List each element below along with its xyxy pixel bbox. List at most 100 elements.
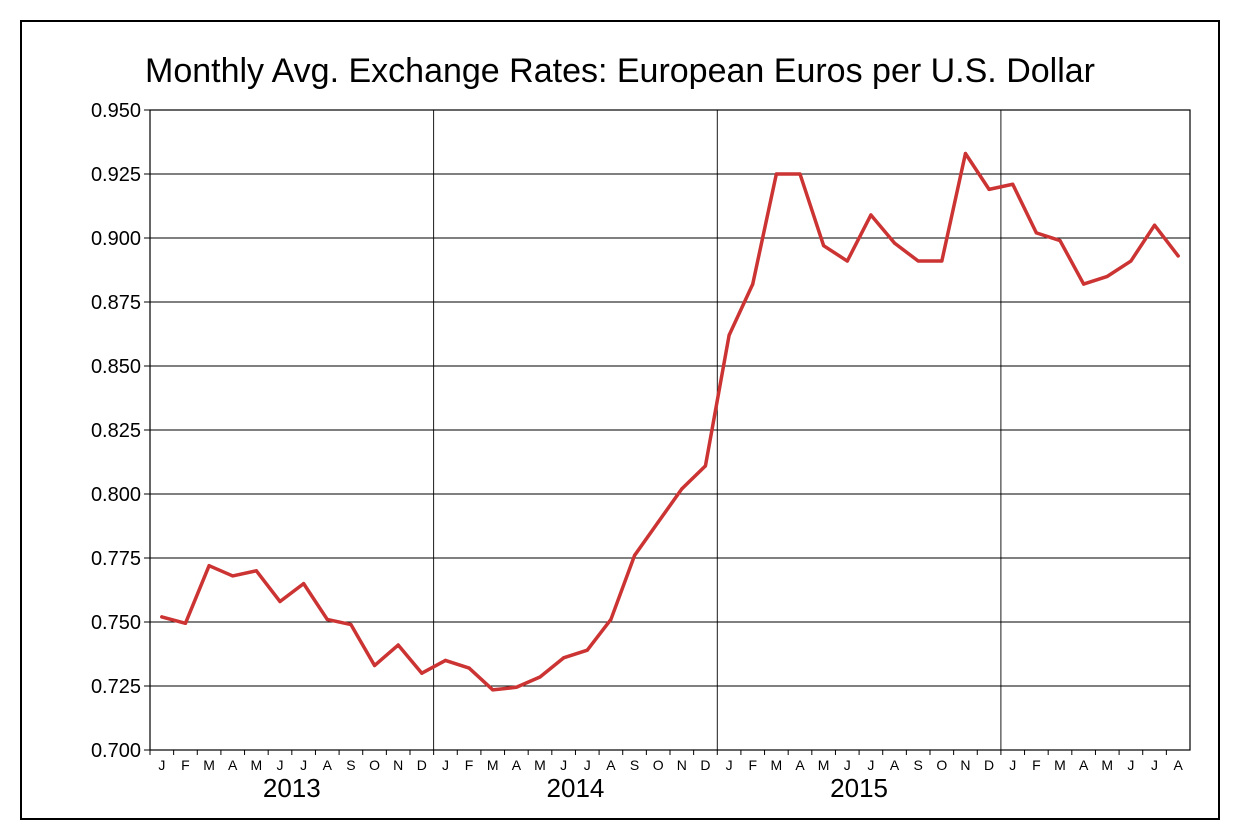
x-tick-label: A — [512, 757, 522, 773]
x-tick-label: F — [748, 757, 757, 773]
x-tick-label: F — [181, 757, 190, 773]
x-tick-label: J — [1151, 757, 1158, 773]
x-tick-label: D — [984, 757, 994, 773]
data-point — [609, 617, 613, 622]
y-tick-label: 0.775 — [91, 548, 141, 570]
data-point — [751, 282, 755, 286]
x-tick-label: F — [1032, 757, 1041, 773]
x-tick-label: M — [818, 757, 830, 773]
data-point — [1176, 254, 1180, 258]
data-point — [443, 658, 448, 663]
data-point — [798, 172, 802, 176]
x-tick-label: A — [228, 757, 238, 773]
x-tick-label: J — [726, 757, 733, 773]
chart-title: Monthly Avg. Exchange Rates: European Eu… — [145, 52, 1095, 90]
data-point — [254, 569, 258, 573]
y-tick-label: 0.900 — [91, 228, 141, 250]
data-point — [916, 259, 920, 263]
data-point — [231, 574, 235, 578]
x-tick-label: S — [914, 757, 923, 773]
year-label: 2015 — [830, 773, 888, 803]
x-tick-label: M — [1054, 757, 1066, 773]
data-point — [774, 172, 778, 176]
x-tick-label: O — [369, 757, 380, 773]
x-tick-label: A — [795, 757, 805, 773]
year-label: 2013 — [263, 773, 321, 803]
data-point — [1152, 223, 1157, 227]
data-point — [1105, 274, 1109, 278]
data-point — [869, 213, 873, 217]
y-tick-label: 0.825 — [91, 420, 141, 442]
data-point — [160, 615, 164, 619]
x-tick-label: M — [1101, 757, 1113, 773]
data-point — [325, 617, 329, 622]
x-tick-label: F — [465, 757, 474, 773]
data-point — [538, 675, 542, 679]
data-point — [372, 663, 377, 668]
x-tick-label: A — [323, 757, 333, 773]
y-tick-label: 0.700 — [91, 740, 141, 762]
data-point — [207, 564, 211, 568]
y-tick-label: 0.850 — [91, 356, 141, 378]
data-point — [987, 187, 991, 191]
x-tick-label: M — [251, 757, 263, 773]
x-tick-label: J — [844, 757, 851, 773]
data-point — [727, 333, 731, 337]
y-axis-ticks: 0.950 0.925 0.900 0.875 0.850 0.825 0.800 0.775… — [91, 100, 141, 762]
x-tick-label: N — [393, 757, 403, 773]
data-point — [1129, 259, 1133, 263]
x-tick-label: A — [1079, 757, 1089, 773]
year-labels: 2013 2014 2015 — [263, 773, 888, 803]
data-point — [632, 553, 637, 558]
data-point — [562, 656, 566, 660]
x-tick-label: A — [606, 757, 616, 773]
x-tick-label: D — [417, 757, 427, 773]
x-tick-label: J — [158, 757, 165, 773]
x-tick-label: J — [1127, 757, 1134, 773]
y-tick-label: 0.875 — [91, 292, 141, 314]
x-tick-label: M — [534, 757, 546, 773]
x-tick-label: J — [1009, 757, 1016, 773]
x-tick-label: M — [487, 757, 499, 773]
y-tick-label: 0.750 — [91, 612, 141, 634]
x-tick-label: J — [584, 757, 591, 773]
x-tick-label: M — [771, 757, 783, 773]
y-tick-label: 0.800 — [91, 484, 141, 506]
data-point — [396, 643, 400, 647]
x-tick-label: J — [300, 757, 307, 773]
data-point — [963, 151, 968, 156]
series-layer — [160, 151, 1180, 692]
year-label: 2014 — [547, 773, 605, 803]
x-tick-label: A — [1174, 757, 1184, 773]
data-point — [703, 464, 708, 468]
data-point — [585, 648, 589, 652]
x-tick-label: D — [700, 757, 710, 773]
chart-frame — [20, 20, 1220, 820]
y-tick-label: 0.925 — [91, 164, 141, 186]
data-point — [1034, 231, 1038, 235]
x-tick-label: O — [936, 757, 947, 773]
x-tick-label: O — [653, 757, 664, 773]
x-tick-label: N — [677, 757, 687, 773]
x-tick-label: J — [560, 757, 567, 773]
x-tick-label: S — [346, 757, 355, 773]
data-point — [278, 599, 282, 604]
x-tick-label: J — [277, 757, 284, 773]
x-tick-label: N — [960, 757, 970, 773]
x-tick-label: A — [890, 757, 900, 773]
x-tick-label: S — [630, 757, 639, 773]
data-point — [349, 622, 353, 627]
data-point — [467, 666, 471, 670]
data-point — [1058, 238, 1062, 243]
data-point — [183, 621, 188, 625]
data-point — [822, 244, 826, 248]
x-tick-label: J — [442, 757, 449, 773]
y-tick-label: 0.725 — [91, 676, 141, 698]
data-point — [940, 259, 944, 263]
data-point — [302, 582, 306, 586]
data-point — [420, 671, 424, 675]
data-point — [514, 685, 518, 689]
x-tick-label: M — [203, 757, 215, 773]
